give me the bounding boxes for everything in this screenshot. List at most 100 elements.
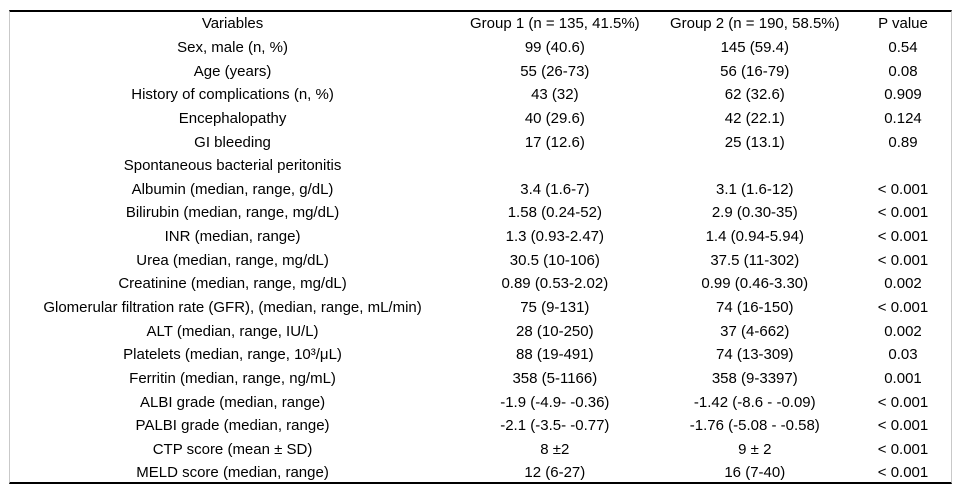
cell-group1: -1.9 (-4.9- -0.36) [500,393,610,411]
cell-group1: 43 (32) [531,86,579,104]
cell-p-value: < 0.001 [877,464,929,482]
cell-group1: 1.58 (0.24-52) [507,204,602,222]
cell-p-value: < 0.001 [877,251,929,269]
cell-group1: 40 (29.6) [524,109,585,127]
cell-variable: Creatinine (median, range, mg/dL) [118,275,347,293]
cell-group1: 99 (40.6) [524,38,585,56]
cell-p-value: < 0.001 [877,440,929,458]
cell-p-value: < 0.001 [877,417,929,435]
cell-group2: 358 (9-3397) [711,369,798,387]
cell-group2: 2.9 (0.30-35) [711,204,798,222]
cell-variable: PALBI grade (median, range) [135,417,330,435]
table-row: Glomerular filtration rate (GFR), (media… [10,296,951,320]
cell-p-value: 0.909 [884,86,922,104]
cell-group2: 145 (59.4) [720,38,789,56]
cell-group2: 74 (13-309) [716,346,794,364]
cell-group2: 56 (16-79) [720,62,790,80]
cell-group1: 28 (10-250) [516,322,594,340]
cell-p-value: 0.89 [888,133,918,151]
column-header-group1: Group 1 (n = 135, 41.5%) [469,15,640,33]
table-row: CTP score (mean ± SD) 8 ±2 9 ± 2 < 0.001 [10,438,951,462]
cell-group2: 9 ± 2 [738,440,772,458]
cell-variable: Urea (median, range, mg/dL) [136,251,329,269]
cell-p-value: < 0.001 [877,228,929,246]
cell-p-value: 0.001 [884,369,922,387]
cell-variable: Bilirubin (median, range, mg/dL) [125,204,340,222]
cell-p-value: 0.002 [884,322,922,340]
cell-group2: 16 (7-40) [724,464,786,482]
cell-group1: -2.1 (-3.5- -0.77) [500,417,610,435]
cell-group2: 74 (16-150) [716,299,794,316]
cell-variable: INR (median, range) [164,228,301,246]
table-row: INR (median, range) 1.3 (0.93-2.47) 1.4 (0… [10,225,951,249]
cell-p-value: < 0.001 [877,299,929,316]
cell-group2: 0.99 (0.46-3.30) [701,275,809,293]
cell-variable: Spontaneous bacterial peritonitis [123,157,342,175]
cell-variable: History of complications (n, %) [131,86,334,104]
cell-p-value: < 0.001 [877,180,929,198]
cell-group1: 1.3 (0.93-2.47) [505,228,605,246]
cell-group2: 42 (22.1) [724,109,785,127]
column-header-pvalue: P value [878,15,928,33]
table-row: Bilirubin (median, range, mg/dL) 1.58 (0.… [10,201,951,225]
column-header-group2: Group 2 (n = 190, 58.5%) [669,15,840,33]
cell-p-value: 0.124 [884,109,922,127]
table-row: Spontaneous bacterial peritonitis [10,154,951,178]
cell-group1: 75 (9-131) [520,299,590,316]
cell-p-value: 0.08 [888,62,918,80]
cell-variable: Encephalopathy [178,109,287,127]
table-row: Encephalopathy 40 (29.6) 42 (22.1) 0.124 [10,107,951,131]
table-row: ALT (median, range, IU/L) 28 (10-250) 37 (… [10,319,951,343]
cell-group1: 358 (5-1166) [512,369,598,387]
cell-group1: 88 (19-491) [516,346,594,364]
cell-group2: -1.42 (-8.6 - -0.09) [693,393,816,411]
table-row: Age (years) 55 (26-73) 56 (16-79) 0.08 [10,59,951,83]
table-row: PALBI grade (median, range) -2.1 (-3.5- -… [10,414,951,438]
cell-p-value: 0.002 [884,275,922,293]
cell-group2: 3.1 (1.6-12) [716,180,794,198]
cell-group1: 30.5 (10-106) [509,251,600,269]
cell-variable: MELD score (median, range) [136,464,329,482]
cell-group2: 1.4 (0.94-5.94) [705,228,804,246]
cell-variable: Age (years) [193,62,272,80]
cell-group1: 17 (12.6) [524,133,585,151]
cell-group1: 55 (26-73) [520,62,590,80]
table-row: History of complications (n, %) 43 (32) 62… [10,83,951,107]
table-row: Sex, male (n, %) 99 (40.6) 145 (59.4) 0.54 [10,36,951,60]
cell-group2 [655,154,855,178]
cell-p-value: 0.54 [888,38,918,56]
cell-variable: Ferritin (median, range, ng/mL) [129,369,336,387]
cell-group1 [455,154,654,178]
cell-variable: ALT (median, range, IU/L) [146,322,319,340]
table-row: Platelets (median, range, 10³/μL) 88 (19-… [10,343,951,367]
cell-variable: GI bleeding [194,133,271,151]
cell-group2: 37.5 (11-302) [710,251,800,269]
column-header-variables: Variables [201,15,264,33]
cell-variable: CTP score (mean ± SD) [152,440,313,458]
table-row: Creatinine (median, range, mg/dL) 0.89 (0… [10,272,951,296]
cell-variable: Sex, male (n, %) [177,38,288,56]
cell-variable: Glomerular filtration rate (GFR), (media… [43,299,422,316]
cell-p-value: < 0.001 [877,393,929,411]
patient-characteristics-table: Variables Group 1 (n = 135, 41.5%) Group… [10,12,951,485]
cell-group1: 3.4 (1.6-7) [520,180,590,198]
cell-group1: 0.89 (0.53-2.02) [501,275,609,293]
cell-group1: 12 (6-27) [524,464,586,482]
cell-group2: 25 (13.1) [724,133,785,151]
cell-group2: 62 (32.6) [724,86,785,104]
cell-p-value: 0.03 [888,346,918,364]
cell-group2: 37 (4-662) [720,322,790,340]
cell-variable: Platelets (median, range, 10³/μL) [123,346,342,364]
cell-group2: -1.76 (-5.08 - -0.58) [689,417,820,435]
table-row: Ferritin (median, range, ng/mL) 358 (5-11… [10,367,951,391]
cell-p-value [855,154,951,178]
cell-group1: 8 ±2 [540,440,570,458]
table-row: GI bleeding 17 (12.6) 25 (13.1) 0.89 [10,130,951,154]
cell-p-value: < 0.001 [877,204,929,222]
table-row: Albumin (median, range, g/dL) 3.4 (1.6-7)… [10,177,951,201]
cell-variable: Albumin (median, range, g/dL) [131,180,334,198]
table-row: Urea (median, range, mg/dL) 30.5 (10-106)… [10,248,951,272]
cell-variable: ALBI grade (median, range) [139,393,326,411]
table-row: ALBI grade (median, range) -1.9 (-4.9- -0… [10,390,951,414]
